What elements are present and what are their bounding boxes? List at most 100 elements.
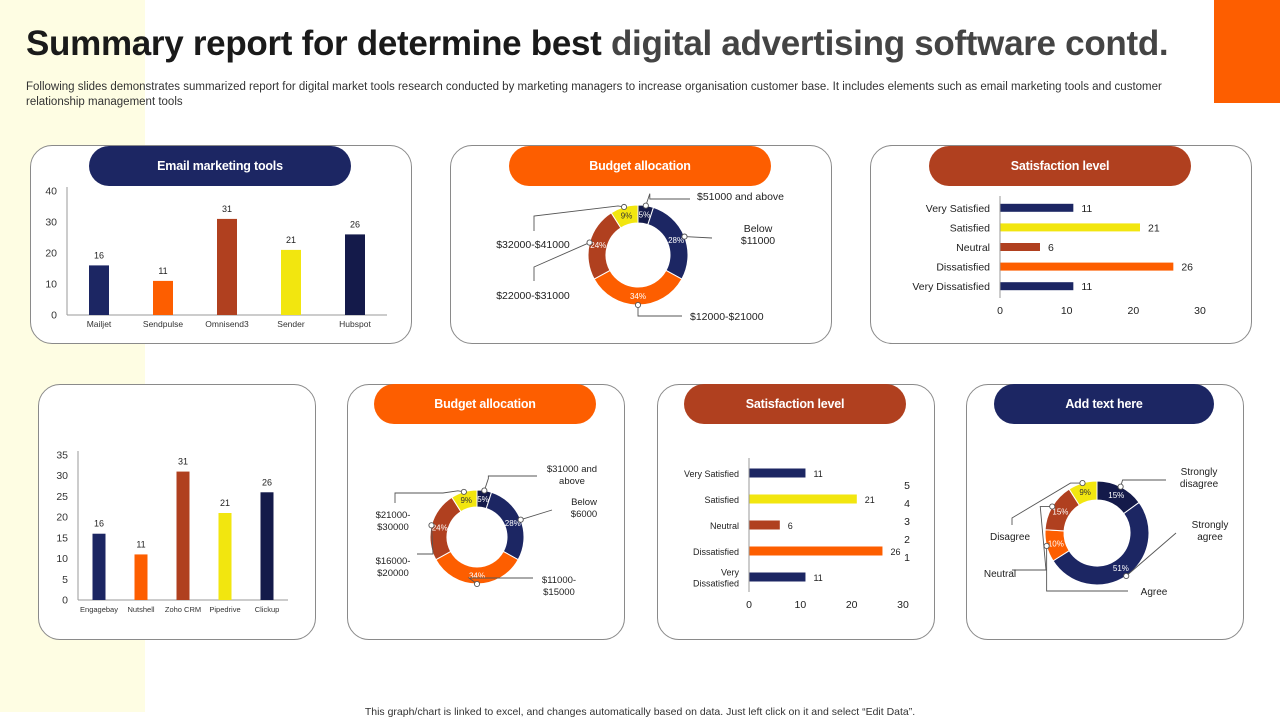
leader-dot xyxy=(586,239,593,246)
y-tick-label: Dissatisfied xyxy=(693,579,739,589)
slice-category-label: $22000-$31000 xyxy=(496,290,570,302)
bar xyxy=(345,234,365,315)
bar xyxy=(260,492,274,600)
footnote: This graph/chart is linked to excel, and… xyxy=(364,706,916,718)
bar xyxy=(1000,243,1040,251)
bar xyxy=(281,249,301,315)
slice-category-label: $32000-$41000 xyxy=(496,239,570,251)
leader-line xyxy=(1120,479,1166,487)
slice-category-label: Strongly xyxy=(1192,520,1229,531)
donut-slice xyxy=(451,489,478,513)
y-tick-label: 35 xyxy=(56,450,68,462)
leader-dot xyxy=(1049,503,1056,510)
side-scale-label: 5 xyxy=(904,480,910,492)
data-label: 31 xyxy=(178,457,188,467)
data-label: 11 xyxy=(813,573,822,583)
data-label: 11 xyxy=(136,539,145,549)
y-tick-label: 0 xyxy=(51,310,57,322)
bar xyxy=(218,513,232,600)
data-label: 26 xyxy=(262,477,272,487)
x-tick-label: Omnisend3 xyxy=(205,319,249,329)
leader-dot xyxy=(517,516,524,523)
slice-category-label: above xyxy=(559,476,585,487)
leader-dot xyxy=(460,488,467,495)
slice-value-label: 5% xyxy=(639,211,651,220)
leader-line xyxy=(467,577,533,585)
y-tick-label: Neutral xyxy=(956,242,990,254)
y-tick-label: Very xyxy=(721,568,740,578)
slice-category-label: Below xyxy=(744,223,773,235)
y-tick-label: 20 xyxy=(45,248,57,260)
y-tick-label: 30 xyxy=(56,470,68,482)
slice-category-label: $21000- xyxy=(376,510,411,521)
y-tick-label: Dissatisfied xyxy=(936,262,990,274)
leader-line xyxy=(394,490,464,503)
slice-value-label: 5% xyxy=(477,495,489,504)
leader-line xyxy=(1046,545,1128,592)
y-tick-label: Very Satisfied xyxy=(684,469,739,479)
bar xyxy=(217,218,237,315)
card-agreement xyxy=(966,384,1244,640)
leader-dot xyxy=(428,522,435,529)
bar xyxy=(749,546,883,556)
x-tick-label: Sendpulse xyxy=(143,319,183,329)
card-budget-2-header: Budget allocation xyxy=(374,384,596,424)
y-tick-label: Very Satisfied xyxy=(926,203,990,215)
bar xyxy=(749,572,806,582)
leader-line xyxy=(533,242,590,281)
leader-line xyxy=(417,525,434,555)
data-label: 26 xyxy=(890,547,900,557)
leader-dot xyxy=(642,202,649,209)
slice-value-label: 15% xyxy=(1052,507,1068,516)
leader-line xyxy=(520,509,553,521)
x-tick-label: Mailjet xyxy=(87,319,112,329)
y-tick-label: 0 xyxy=(62,595,68,607)
leader-dot xyxy=(1043,542,1050,549)
leader-dot xyxy=(1123,572,1130,580)
leader-line xyxy=(684,236,713,239)
budget-1-donut-chart: 5% 28% 34% 24% 9% $51000 and above Below$11000… xyxy=(496,191,784,323)
slice-value-label: 24% xyxy=(590,241,606,250)
leader-dot xyxy=(473,580,481,588)
x-tick-label: Sender xyxy=(277,319,305,329)
card-crm-tools-header: CRM tools xyxy=(115,392,170,404)
bar xyxy=(749,468,806,478)
y-tick-label: Dissatisfied xyxy=(693,547,739,557)
leader-line xyxy=(1011,482,1083,525)
x-tick-label: 20 xyxy=(846,599,858,611)
bar xyxy=(89,265,109,315)
side-scale-label: 3 xyxy=(904,516,910,528)
slice-value-label: 10% xyxy=(1048,540,1064,549)
slice-value-label: 28% xyxy=(505,519,521,528)
slice-value-label: 34% xyxy=(469,572,485,581)
bar xyxy=(1000,282,1074,291)
side-scale-label: 1 xyxy=(904,552,910,564)
card-budget-1-header: Budget allocation xyxy=(509,146,771,186)
agreement-donut-chart: 15%51%10%15%9%StronglydisagreeStronglyag… xyxy=(984,467,1229,598)
slice-category-label: Disagree xyxy=(990,532,1030,543)
card-budget-2 xyxy=(347,384,625,640)
donut-slice xyxy=(1068,480,1098,506)
orange-corner-block xyxy=(1214,0,1280,103)
data-label: 31 xyxy=(222,204,232,214)
y-tick-label: 5 xyxy=(62,574,68,586)
donut-slice xyxy=(1052,501,1150,586)
side-scale-label: 2 xyxy=(904,534,910,546)
slice-value-label: 9% xyxy=(621,212,633,221)
slice-value-label: 28% xyxy=(668,236,684,245)
satisfaction-1-bar-chart: 11 Very Satisfied 21 Satisfied 6 Neutral 26 Dis… xyxy=(912,196,1206,317)
crm-tools-bar-chart: 0 5 10 15 20 25 30 35 16 Engagebay 11 Nutshell 31 Zoh… xyxy=(56,450,288,614)
card-email-tools-header: Email marketing tools xyxy=(89,146,351,186)
slice-category-label: $15000 xyxy=(543,587,575,598)
slice-value-label: 15% xyxy=(1108,491,1124,500)
card-satisfaction-1-header: Satisfaction level xyxy=(929,146,1191,186)
slice-value-label: 9% xyxy=(1079,488,1091,497)
slice-value-label: 34% xyxy=(630,292,646,301)
data-label: 26 xyxy=(1181,262,1193,274)
y-tick-label: Very Dissatisfied xyxy=(912,281,990,293)
y-tick-label: 15 xyxy=(56,532,68,544)
slice-category-label: $20000 xyxy=(377,568,409,579)
slice-category-label: Below xyxy=(571,497,597,508)
